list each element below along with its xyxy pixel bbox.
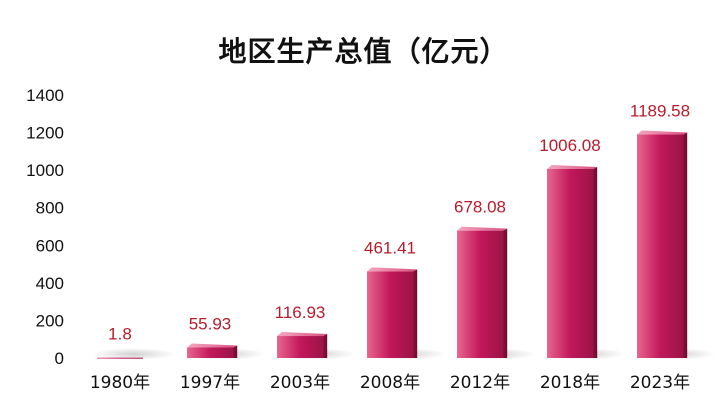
bar-top — [457, 226, 508, 231]
y-axis: 0 200 400 600 800 1000 1200 1400 — [26, 86, 64, 368]
x-tick-label: 2018年 — [540, 373, 600, 393]
y-tick-label: 600 — [36, 236, 64, 255]
bar — [452, 226, 536, 360]
x-tick-label: 2003年 — [270, 373, 330, 393]
bar — [632, 130, 716, 360]
y-tick-label: 400 — [36, 274, 64, 293]
bar-side — [593, 167, 598, 358]
bar-front — [547, 169, 593, 358]
bar-shadow — [92, 348, 176, 360]
bar-side — [323, 334, 328, 358]
data-label: 678.08 — [454, 198, 506, 217]
bar-front — [367, 271, 413, 358]
bar-side — [413, 269, 418, 358]
bar-front — [97, 357, 143, 359]
bar-front — [637, 134, 683, 358]
bars — [92, 130, 716, 360]
bar-top — [187, 343, 238, 348]
bar-side — [233, 345, 238, 358]
x-tick-label: 1980年 — [90, 373, 150, 393]
bar — [362, 267, 446, 360]
y-tick-label: 0 — [55, 349, 64, 368]
bar — [272, 332, 356, 360]
x-tick-label: 1997年 — [180, 373, 240, 393]
y-tick-label: 1200 — [26, 124, 64, 143]
data-label: 461.41 — [364, 238, 416, 257]
data-label: 1189.58 — [630, 102, 690, 121]
y-tick-label: 1000 — [26, 161, 64, 180]
data-label: 116.93 — [275, 303, 326, 322]
bar-top — [547, 165, 598, 170]
bar-top — [277, 332, 328, 337]
bar — [182, 343, 266, 360]
bar-top — [637, 130, 688, 135]
y-tick-label: 1400 — [26, 86, 64, 105]
chart-title: 地区生产总值（亿元） — [218, 35, 509, 68]
bar-side — [683, 132, 688, 358]
x-tick-label: 2012年 — [450, 373, 510, 393]
bar — [92, 348, 176, 360]
x-axis: 1980年 1997年 2003年 2008年 2012年 2018年 2023年 — [90, 373, 690, 393]
bar-front — [457, 230, 503, 358]
data-label: 55.93 — [189, 314, 232, 333]
bar-top — [367, 267, 418, 272]
x-tick-label: 2008年 — [360, 373, 420, 393]
bar-side — [503, 228, 508, 358]
y-tick-label: 800 — [36, 199, 64, 218]
data-label: 1.8 — [108, 325, 132, 344]
data-labels: 1.8 55.93 116.93 461.41 678.08 1006.08 1189.58 — [108, 102, 690, 344]
data-label: 1006.08 — [539, 136, 600, 155]
bar-front — [277, 336, 323, 358]
y-tick-label: 200 — [36, 311, 64, 330]
bar-front — [187, 347, 233, 358]
x-tick-label: 2023年 — [630, 373, 690, 393]
bar — [542, 165, 626, 360]
